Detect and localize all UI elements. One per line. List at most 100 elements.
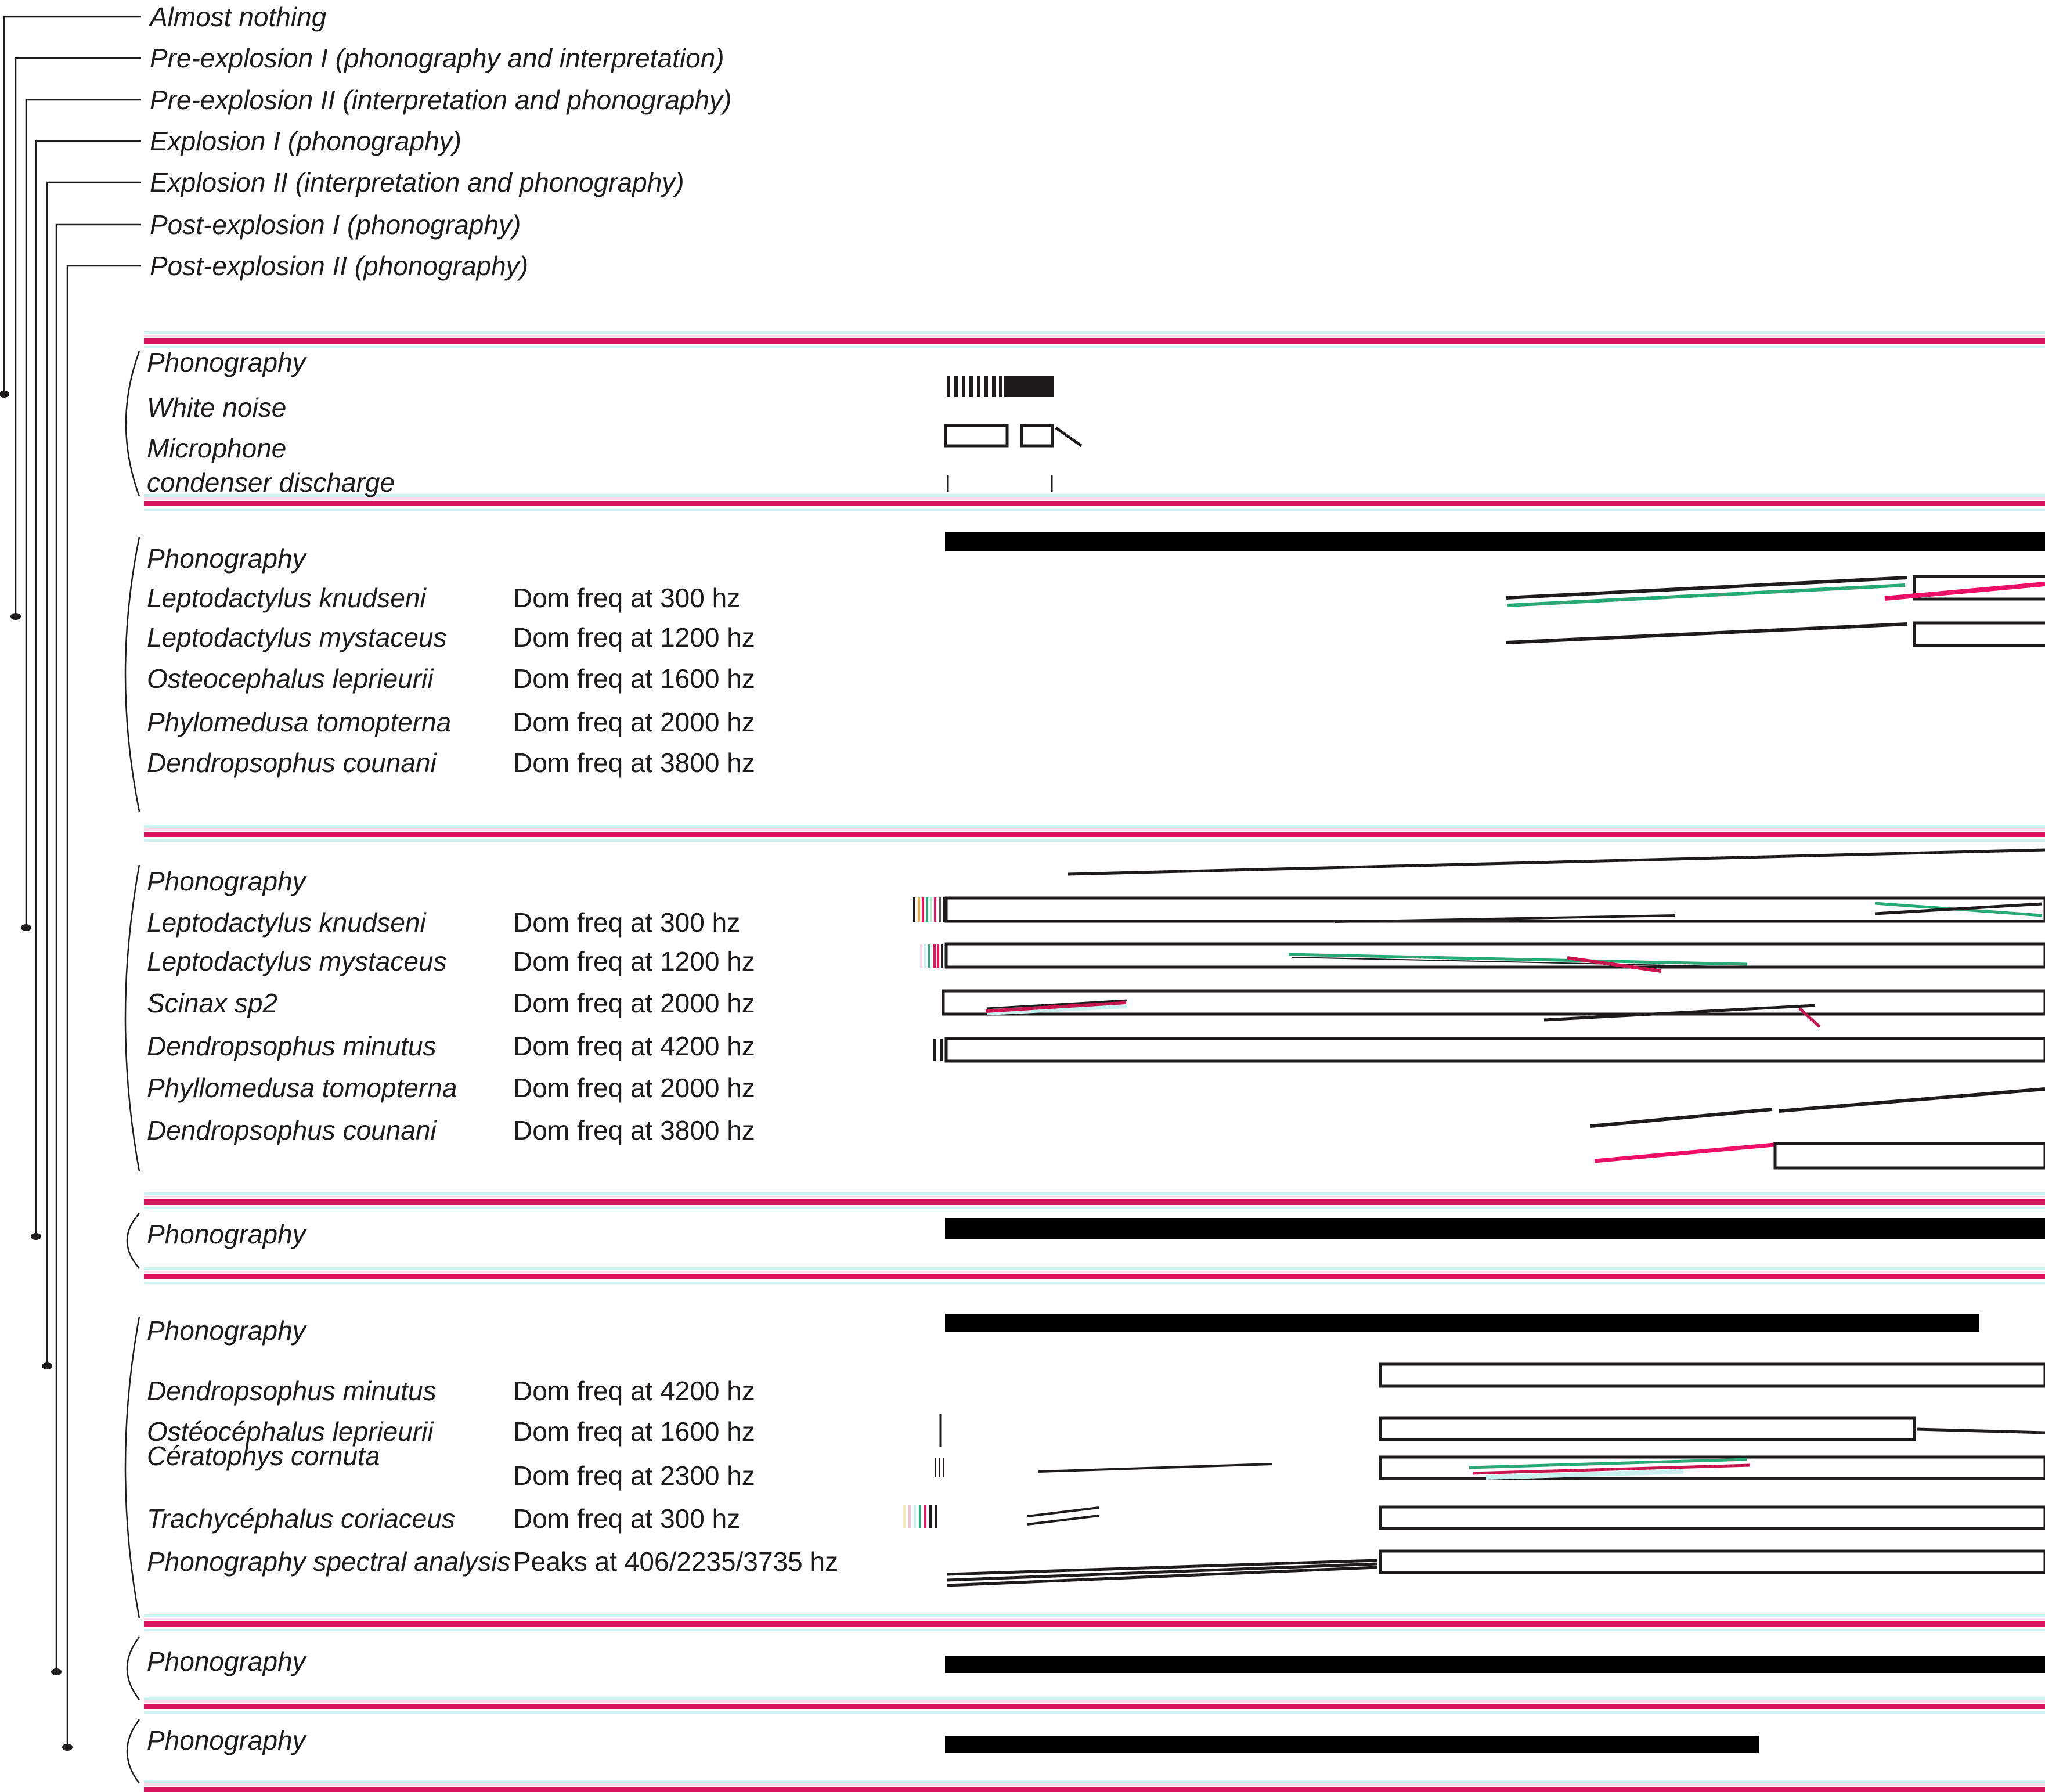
separator-ghost-cyan — [144, 1614, 2045, 1617]
tick-mark — [939, 1458, 940, 1477]
section1-marks — [944, 376, 1083, 492]
legend-dot-5 — [42, 1362, 52, 1369]
tick-mark — [954, 376, 958, 397]
glissando-black — [1027, 1506, 1099, 1517]
tick-mark — [939, 897, 941, 922]
glissando-magenta — [1884, 582, 2045, 601]
legend-label-almost-nothing: Almost nothing — [150, 2, 327, 32]
brace-section-7 — [126, 1719, 140, 1784]
call-band — [944, 1037, 2045, 1063]
separator-ghost-pink — [144, 828, 2045, 831]
legend-line-3 — [25, 99, 141, 928]
separator — [144, 1780, 2045, 1792]
tick-mark — [943, 1458, 944, 1477]
separator-ghost-pink — [144, 497, 2045, 500]
species-label: Phyllomedusa tomopterna — [147, 1073, 457, 1103]
legend-label-pre-explosion-1: Pre-explosion I (phonography and interpr… — [150, 43, 724, 73]
spectral-streak — [947, 1562, 1377, 1582]
separator-echo-cyan — [144, 1282, 2045, 1284]
separator-ghost-cyan — [144, 1697, 2045, 1700]
tick-mark — [908, 1505, 911, 1528]
noise-box — [1020, 424, 1054, 448]
legend-line-6 — [55, 223, 141, 1672]
glissando-green — [1507, 583, 1906, 607]
separator-echo-cyan — [144, 1629, 2045, 1631]
species-label: Leptodactylus knudseni — [147, 907, 426, 938]
separator — [144, 331, 2045, 348]
section6-title: Phonography — [147, 1646, 306, 1676]
glissando-green — [1288, 953, 1748, 966]
phonography-tick-burst — [947, 376, 1054, 397]
separator-ghost-cyan — [144, 1780, 2045, 1783]
call-band — [1913, 575, 2045, 601]
tick-mark — [977, 376, 980, 397]
counani-marks — [1594, 1142, 2045, 1170]
glissando-magenta — [1594, 1142, 1775, 1163]
section3-title: Phonography — [147, 866, 306, 896]
legend-dot-3 — [21, 924, 31, 931]
freq-label: Dom freq at 3800 hz — [513, 748, 755, 778]
species-label: Dendropsophus minutus — [147, 1031, 437, 1061]
legend-label-post-explosion-2: Post-explosion II (phonography) — [150, 251, 529, 281]
legend-label-pre-explosion-2: Pre-explosion II (interpretation and pho… — [150, 85, 732, 115]
call-band — [1379, 1505, 2045, 1530]
tick-mark — [937, 944, 939, 968]
tomopterna-marks — [1590, 1087, 2045, 1128]
call-band — [1379, 1455, 2045, 1480]
tick-mark — [919, 1505, 921, 1528]
knudseni-marks — [913, 896, 2045, 923]
phonography-solid-bar — [945, 1314, 1979, 1332]
tick-mark — [929, 1505, 932, 1528]
mystaceus-marks — [920, 942, 2045, 973]
call-band — [1379, 1549, 2045, 1574]
separator — [144, 825, 2045, 842]
brace-section-5 — [124, 1316, 140, 1619]
glissando-black — [1543, 1004, 1816, 1022]
section1-row-condenser: condenser discharge — [147, 467, 395, 497]
freq-label: Dom freq at 300 hz — [513, 907, 741, 938]
separator-rule — [144, 1274, 2045, 1279]
section1-title: Phonography — [147, 347, 306, 377]
leprieurii-marks — [939, 1414, 2045, 1447]
freq-label: Dom freq at 3800 hz — [513, 1115, 755, 1145]
legend-dot-7 — [62, 1744, 73, 1751]
legend-dot-2 — [10, 613, 21, 620]
glissando-black — [1917, 1427, 2045, 1434]
freq-label: Dom freq at 1200 hz — [513, 622, 755, 652]
section6-marks — [945, 1656, 2045, 1673]
section1-row-white-noise: White noise — [147, 392, 287, 423]
separator-ghost-cyan — [144, 825, 2045, 828]
section-braces — [124, 351, 140, 1784]
glissando-black — [1506, 576, 1908, 600]
freq-label: Dom freq at 2300 hz — [513, 1461, 755, 1491]
section7-marks — [945, 1736, 1759, 1753]
glissando-black — [1038, 1463, 1273, 1473]
tick-mark — [933, 944, 936, 968]
minutus-marks — [1379, 1362, 2045, 1388]
section2-title: Phonography — [147, 543, 306, 574]
glissando-black — [986, 999, 1128, 1009]
tick-mark — [992, 376, 996, 397]
tick-mark — [918, 897, 920, 922]
white-noise-marks — [944, 424, 1083, 448]
tick-mark — [935, 1458, 936, 1477]
glissando-green — [1469, 1458, 1747, 1469]
separator — [144, 1192, 2045, 1209]
species-label: Leptodactylus knudseni — [147, 583, 426, 613]
legend-line-7 — [66, 265, 141, 1747]
glissando-black — [1027, 1515, 1099, 1526]
phonography-solid-bar — [945, 1656, 2045, 1673]
tick-mark — [903, 1505, 906, 1528]
knudseni-marks — [1506, 575, 2045, 607]
tick-mark — [914, 1505, 916, 1528]
freq-label: Peaks at 406/2235/3735 hz — [513, 1546, 839, 1577]
separator-rule — [144, 1704, 2045, 1709]
tick-mark — [943, 897, 945, 922]
spectral-streak — [947, 1559, 1377, 1576]
tick-mark — [941, 944, 943, 968]
noise-box — [944, 424, 1009, 448]
species-label: Scinax sp2 — [147, 988, 278, 1018]
tick-mark — [928, 944, 930, 968]
tick-mark — [934, 897, 936, 922]
separator — [144, 1697, 2045, 1714]
